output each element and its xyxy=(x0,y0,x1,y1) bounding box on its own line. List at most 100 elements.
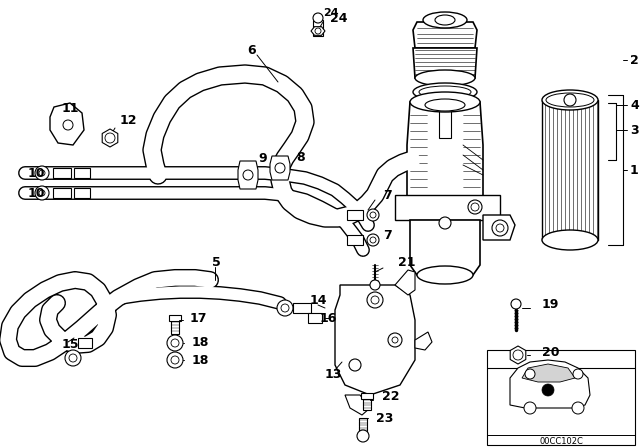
Text: 00CC102C: 00CC102C xyxy=(539,436,583,445)
Polygon shape xyxy=(270,156,290,180)
Polygon shape xyxy=(50,103,84,145)
Bar xyxy=(169,315,181,321)
Circle shape xyxy=(167,335,183,351)
Ellipse shape xyxy=(413,83,477,101)
Bar xyxy=(78,338,92,348)
Ellipse shape xyxy=(542,90,598,110)
Circle shape xyxy=(281,304,289,312)
Circle shape xyxy=(39,190,45,196)
Bar xyxy=(439,108,451,138)
Text: 19: 19 xyxy=(542,298,559,311)
Circle shape xyxy=(511,299,521,309)
Text: 8: 8 xyxy=(296,151,305,164)
Circle shape xyxy=(513,350,523,360)
Ellipse shape xyxy=(415,70,475,86)
Circle shape xyxy=(367,209,379,221)
Circle shape xyxy=(370,280,380,290)
Circle shape xyxy=(572,402,584,414)
Text: 2: 2 xyxy=(630,53,639,66)
Polygon shape xyxy=(410,220,480,275)
Text: 14: 14 xyxy=(310,293,328,306)
Circle shape xyxy=(171,339,179,347)
Bar xyxy=(347,210,363,220)
Text: 6: 6 xyxy=(247,43,255,56)
Circle shape xyxy=(367,292,383,308)
Circle shape xyxy=(35,166,49,180)
Circle shape xyxy=(315,28,321,34)
Circle shape xyxy=(468,200,482,214)
Bar xyxy=(171,320,179,334)
Circle shape xyxy=(277,300,293,316)
Text: 18: 18 xyxy=(192,353,209,366)
Circle shape xyxy=(275,163,285,173)
Text: 3: 3 xyxy=(630,124,639,137)
Circle shape xyxy=(542,384,554,396)
Ellipse shape xyxy=(546,93,594,107)
Text: 13: 13 xyxy=(325,369,342,382)
Bar xyxy=(361,393,373,399)
Bar xyxy=(313,20,323,36)
Polygon shape xyxy=(522,364,575,382)
Text: 10: 10 xyxy=(28,167,45,180)
Text: 23: 23 xyxy=(376,412,394,425)
Ellipse shape xyxy=(410,92,480,112)
Ellipse shape xyxy=(435,15,455,25)
Circle shape xyxy=(349,359,361,371)
Circle shape xyxy=(63,120,73,130)
Circle shape xyxy=(388,333,402,347)
Ellipse shape xyxy=(423,12,467,28)
Ellipse shape xyxy=(542,230,598,250)
Circle shape xyxy=(313,13,323,23)
Text: 24: 24 xyxy=(323,8,339,18)
Circle shape xyxy=(69,354,77,362)
Bar xyxy=(308,313,322,323)
Circle shape xyxy=(492,220,508,236)
Polygon shape xyxy=(413,48,477,78)
Polygon shape xyxy=(102,129,118,147)
Circle shape xyxy=(524,402,536,414)
Text: 21: 21 xyxy=(398,255,415,268)
Circle shape xyxy=(525,369,535,379)
Ellipse shape xyxy=(417,266,473,284)
Bar xyxy=(347,235,363,245)
Bar xyxy=(359,418,367,436)
Circle shape xyxy=(105,133,115,143)
Circle shape xyxy=(370,237,376,243)
Text: 10: 10 xyxy=(28,186,45,199)
Bar xyxy=(487,350,635,445)
Circle shape xyxy=(371,296,379,304)
Circle shape xyxy=(357,430,369,442)
Text: 20: 20 xyxy=(542,346,559,359)
Circle shape xyxy=(367,234,379,246)
Text: 7: 7 xyxy=(383,228,392,241)
Polygon shape xyxy=(311,27,325,35)
Text: 17: 17 xyxy=(190,311,207,324)
Circle shape xyxy=(65,350,81,366)
Circle shape xyxy=(35,186,49,200)
Bar xyxy=(74,188,90,198)
Circle shape xyxy=(171,356,179,364)
Polygon shape xyxy=(510,360,590,408)
Circle shape xyxy=(167,352,183,368)
Bar xyxy=(74,168,90,178)
Circle shape xyxy=(39,170,45,176)
Circle shape xyxy=(573,369,583,379)
Text: 9: 9 xyxy=(258,151,267,164)
Text: 12: 12 xyxy=(120,113,138,126)
Text: 11: 11 xyxy=(62,102,79,115)
Bar xyxy=(53,168,71,178)
Circle shape xyxy=(496,224,504,232)
Ellipse shape xyxy=(425,99,465,111)
Circle shape xyxy=(564,94,576,106)
Circle shape xyxy=(370,212,376,218)
Circle shape xyxy=(243,170,253,180)
Text: 18: 18 xyxy=(192,336,209,349)
Circle shape xyxy=(439,217,451,229)
Text: 7: 7 xyxy=(383,189,392,202)
Text: 24: 24 xyxy=(330,12,348,25)
Text: 15: 15 xyxy=(62,339,79,352)
Polygon shape xyxy=(395,270,415,295)
Polygon shape xyxy=(413,22,477,48)
Bar xyxy=(293,303,311,313)
Circle shape xyxy=(281,304,289,312)
